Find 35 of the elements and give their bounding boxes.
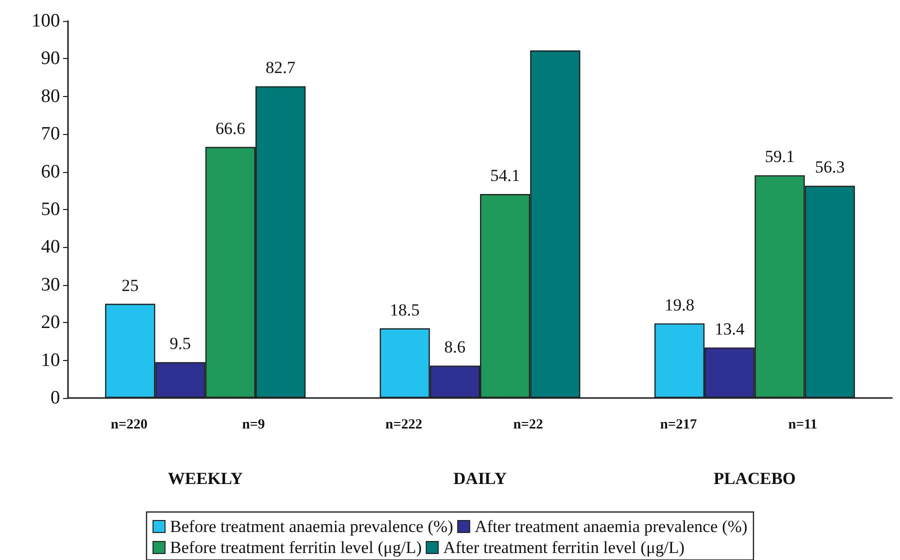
y-tick-label: 0 bbox=[50, 388, 60, 408]
text: n=220 bbox=[110, 418, 148, 432]
y-tick-label: 10 bbox=[41, 350, 60, 371]
legend-label: After treatment ferritin level (μg/L) bbox=[443, 538, 685, 557]
data-label: 82.7 bbox=[266, 58, 296, 78]
data-label: 8.6 bbox=[444, 338, 466, 357]
text: n=11 bbox=[788, 418, 818, 432]
y-tick-label: 60 bbox=[41, 161, 60, 182]
data-label: 13.4 bbox=[714, 319, 745, 338]
y-tick-label: 100 bbox=[32, 10, 60, 32]
data-label: 9.5 bbox=[170, 334, 191, 354]
y-tick-label: 90 bbox=[41, 48, 60, 70]
y-tick-label: 30 bbox=[41, 274, 60, 296]
y-tick-label: 20 bbox=[41, 312, 60, 334]
text: n=9 bbox=[242, 418, 265, 432]
text: n=222 bbox=[385, 418, 422, 432]
x-tick-label: WEEKLY bbox=[168, 469, 243, 488]
text: n=217 bbox=[660, 418, 697, 432]
data-label: 56.3 bbox=[814, 158, 845, 177]
data-label: 25 bbox=[122, 276, 139, 295]
data-label: 54.1 bbox=[490, 166, 520, 186]
y-tick-label: 70 bbox=[41, 124, 60, 145]
y-tick-label: 80 bbox=[41, 86, 60, 107]
data-label: 66.6 bbox=[216, 118, 246, 138]
legend-label: After treatment anaemia prevalence (%) bbox=[474, 517, 748, 536]
legend-label: Before treatment ferritin level (μg/L) bbox=[170, 538, 422, 557]
data-label: 18.5 bbox=[390, 300, 420, 320]
data-label: 59.1 bbox=[764, 147, 795, 166]
text: n=22 bbox=[513, 418, 544, 432]
y-tick-label: 50 bbox=[41, 199, 60, 220]
x-tick-label: DAILY bbox=[453, 469, 507, 488]
data-label: 19.8 bbox=[664, 295, 694, 314]
y-tick-label: 40 bbox=[41, 236, 60, 258]
x-tick-label: PLACEBO bbox=[714, 469, 796, 488]
legend-label: Before treatment anaemia prevalence (%) bbox=[170, 517, 454, 536]
